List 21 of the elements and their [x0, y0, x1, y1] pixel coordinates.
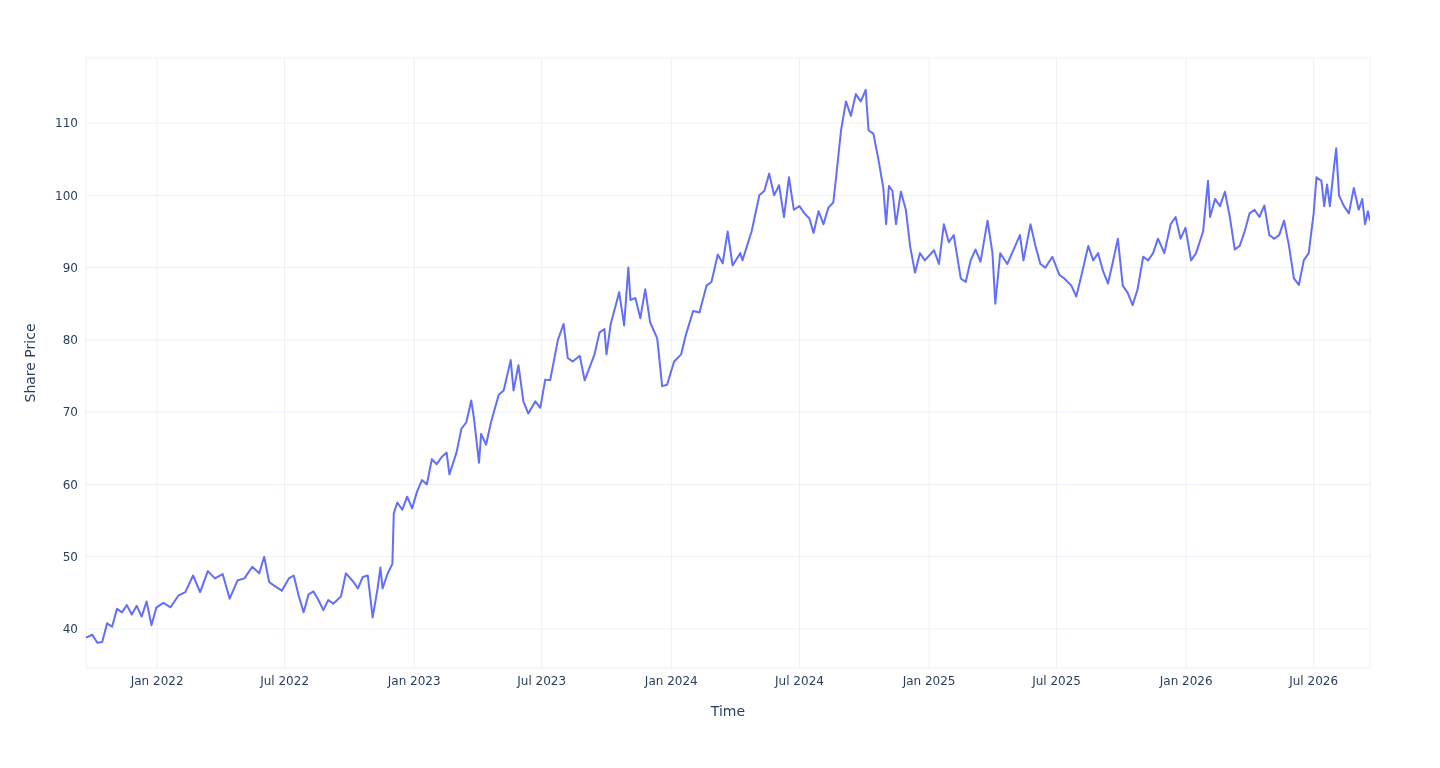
y-tick-label: 40: [62, 622, 78, 637]
y-tick-label: 70: [62, 405, 78, 420]
x-tick-label: Jan 2026: [1158, 673, 1213, 688]
y-tick-label: 100: [55, 188, 78, 203]
x-tick-label: Jul 2023: [516, 673, 567, 688]
x-tick-label: Jul 2024: [774, 673, 824, 688]
y-tick-label: 90: [62, 260, 78, 275]
y-axis-title: Share Price: [21, 323, 38, 403]
x-tick-label: Jan 2025: [901, 673, 956, 688]
y-tick-label: 80: [62, 333, 78, 348]
y-tick-label: 60: [62, 477, 78, 492]
y-tick-label: 50: [62, 549, 78, 564]
x-tick-label: Jan 2022: [129, 673, 184, 688]
x-tick-label: Jul 2025: [1031, 673, 1081, 688]
x-axis-title: Time: [709, 703, 746, 719]
x-tick-label: Jan 2023: [386, 673, 441, 688]
x-tick-label: Jan 2024: [643, 673, 698, 688]
y-tick-label: 110: [55, 116, 78, 131]
x-tick-label: Jul 2026: [1288, 673, 1339, 688]
x-tick-label: Jul 2022: [259, 673, 310, 688]
line-series: [86, 88, 1370, 644]
